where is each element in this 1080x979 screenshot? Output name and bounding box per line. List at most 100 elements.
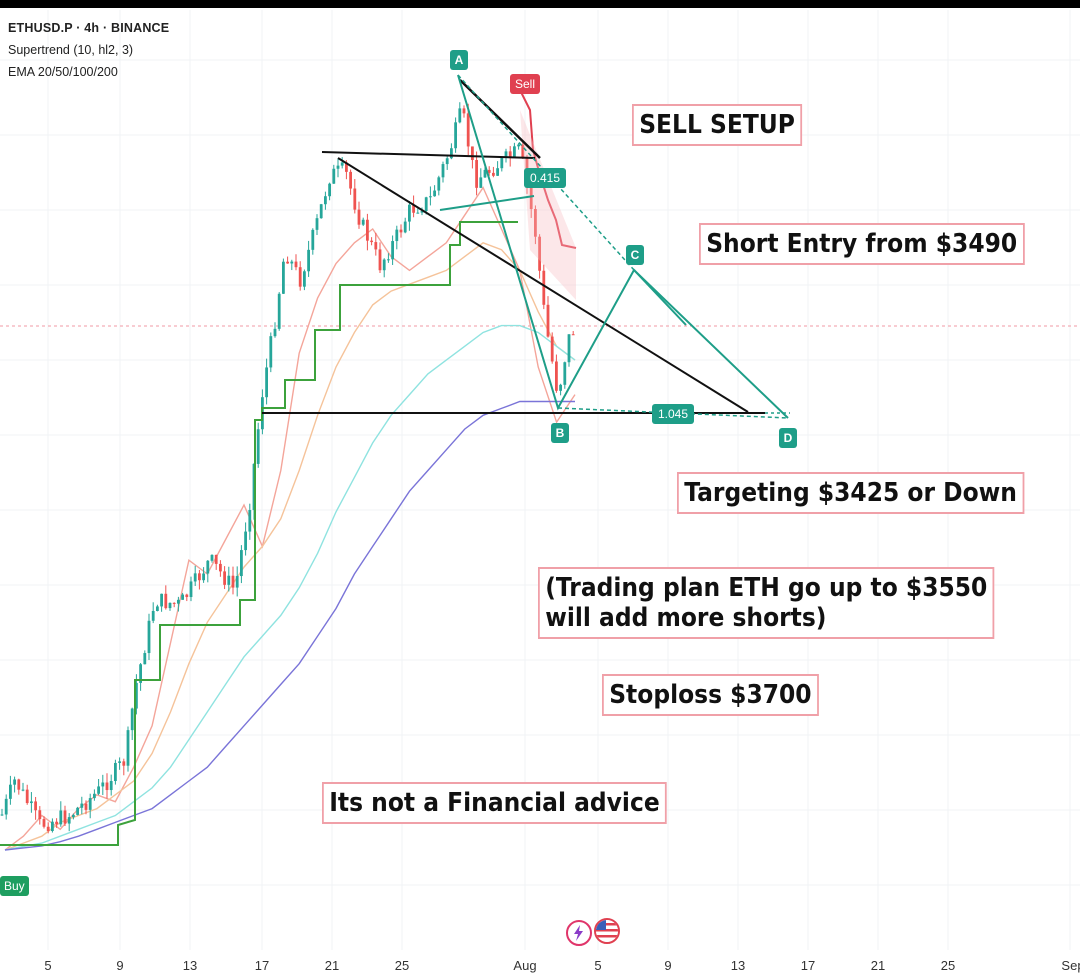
x-tick-label-13: Sep <box>1061 958 1080 973</box>
candle-body-36 <box>151 610 155 621</box>
ema-line-0 <box>4 186 576 851</box>
candle-body-82 <box>345 162 348 172</box>
ema-line-2 <box>4 324 576 851</box>
x-tick-label-9: 13 <box>730 958 746 973</box>
candle-body-61 <box>256 429 260 464</box>
candle-body-114 <box>479 177 483 188</box>
candle-body-120 <box>504 151 508 158</box>
candle-body-18 <box>76 807 79 815</box>
candle-body-2 <box>9 784 12 799</box>
candle-body-133 <box>559 384 562 391</box>
us-flag-icon[interactable] <box>594 918 620 944</box>
candle-body-29 <box>122 761 126 766</box>
candle-body-131 <box>550 336 554 362</box>
candle-body-63 <box>265 367 268 398</box>
candle-body-16 <box>67 817 71 824</box>
candle-body-113 <box>475 160 478 188</box>
pattern-point-b[interactable]: B <box>551 423 569 443</box>
candle-body-86 <box>361 219 365 225</box>
candle-body-136 <box>571 334 575 336</box>
candle-body-80 <box>336 165 340 169</box>
candle-body-1 <box>4 798 8 815</box>
candle-body-75 <box>315 218 319 230</box>
candle-body-5 <box>21 789 25 791</box>
candle-body-77 <box>324 196 327 205</box>
candle-body-48 <box>202 573 205 581</box>
candle-body-104 <box>437 177 441 191</box>
candle-body-116 <box>487 169 491 173</box>
candle-body-118 <box>496 168 499 176</box>
trading-plan-line-1: (Trading plan ETH go up to $3550 <box>545 573 988 603</box>
candle-body-17 <box>72 814 75 818</box>
pattern-point-a[interactable]: A <box>450 50 468 70</box>
candle-body-76 <box>319 204 323 219</box>
candle-body-9 <box>38 810 42 820</box>
candle-body-72 <box>303 271 306 287</box>
pattern-point-c[interactable]: C <box>626 245 644 265</box>
candle-body-54 <box>227 575 231 585</box>
target-note: Targeting $3425 or Down <box>677 472 1025 514</box>
candle-body-109 <box>458 108 462 123</box>
candle-body-110 <box>462 108 466 114</box>
candle-body-43 <box>181 594 184 600</box>
candle-body-41 <box>172 602 176 604</box>
candle-body-22 <box>93 793 96 799</box>
candle-body-117 <box>492 172 495 176</box>
candle-body-130 <box>546 304 550 337</box>
x-tick-label-1: 9 <box>116 958 124 973</box>
candle-body-124 <box>521 144 525 158</box>
candle-body-107 <box>450 148 453 159</box>
supertrend-up-line <box>0 221 518 846</box>
candle-body-55 <box>231 575 235 588</box>
candle-body-4 <box>17 779 21 790</box>
candle-body-35 <box>147 620 151 654</box>
candle-body-6 <box>25 789 29 804</box>
symbol-title: ETHUSD.P · 4h · BINANCE <box>8 21 170 35</box>
pattern-point-d[interactable]: D <box>779 428 797 448</box>
candle-body-90 <box>378 249 382 271</box>
candle-body-20 <box>84 803 88 810</box>
candle-body-115 <box>483 169 487 178</box>
sell-signal-tag: Sell <box>510 74 541 94</box>
candle-body-37 <box>156 606 159 611</box>
candle-body-70 <box>294 261 298 268</box>
candle-body-66 <box>277 293 281 329</box>
candle-body-15 <box>63 810 67 824</box>
c-projection-line <box>633 269 687 326</box>
candle-body-127 <box>534 209 537 237</box>
candle-body-122 <box>513 146 516 158</box>
candle-body-91 <box>382 259 386 271</box>
candle-body-50 <box>210 554 214 561</box>
candle-body-89 <box>374 242 378 250</box>
candle-body-102 <box>429 196 432 198</box>
candle-body-100 <box>420 210 424 213</box>
candle-body-30 <box>126 730 130 766</box>
candle-body-53 <box>223 571 226 585</box>
candle-body-105 <box>441 164 445 178</box>
trading-plan-note: (Trading plan ETH go up to $3550 will ad… <box>538 567 995 639</box>
candle-body-44 <box>185 594 189 598</box>
candle-body-84 <box>353 188 357 210</box>
x-tick-label-4: 21 <box>324 958 340 973</box>
ema-legend[interactable]: EMA 20/50/100/200 <box>8 65 118 79</box>
x-tick-label-8: 9 <box>664 958 672 973</box>
candle-body-95 <box>399 229 403 233</box>
x-tick-label-6: Aug <box>513 958 537 973</box>
candle-body-92 <box>387 259 390 261</box>
candle-body-13 <box>55 821 58 825</box>
candle-body-132 <box>555 361 558 391</box>
candle-body-27 <box>114 762 117 782</box>
x-tick-label-3: 17 <box>254 958 270 973</box>
candle-body-32 <box>135 682 138 709</box>
lightning-icon[interactable] <box>566 920 592 946</box>
candle-body-103 <box>433 190 436 197</box>
supertrend-legend[interactable]: Supertrend (10, hl2, 3) <box>8 43 134 57</box>
ema-line-3 <box>4 400 575 851</box>
candle-body-99 <box>416 212 420 214</box>
candle-body-51 <box>214 554 218 564</box>
candle-body-69 <box>290 261 294 264</box>
candle-body-134 <box>563 362 567 385</box>
candle-body-47 <box>198 573 201 581</box>
candle-body-7 <box>30 801 33 804</box>
candle-body-34 <box>143 653 147 665</box>
